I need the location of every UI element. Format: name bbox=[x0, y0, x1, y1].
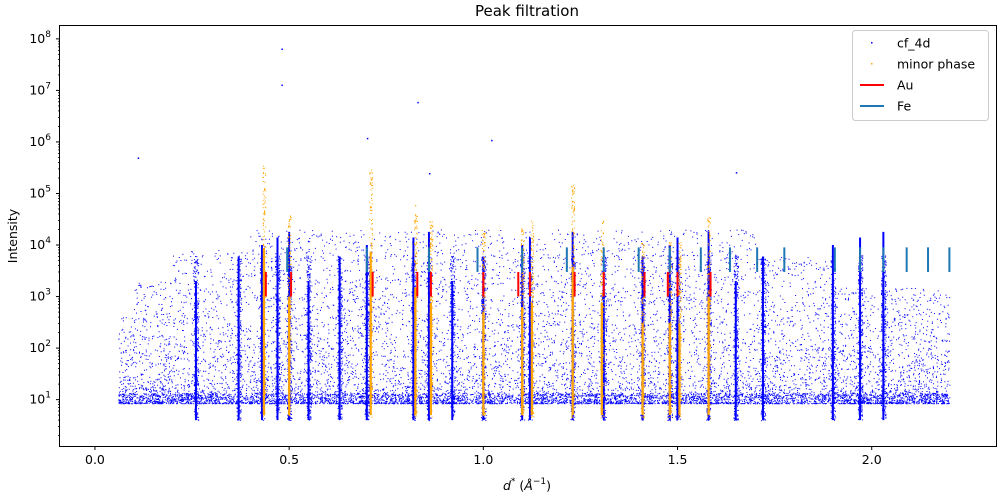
y-tick-label: 103 bbox=[29, 288, 51, 304]
cf-4d-outlier-point bbox=[491, 139, 493, 142]
legend-marker bbox=[871, 42, 873, 44]
legend-marker bbox=[871, 63, 873, 65]
y-tick-label: 101 bbox=[29, 391, 51, 407]
x-label-unit-close: ) bbox=[546, 478, 551, 493]
x-tick-label: 0.0 bbox=[85, 452, 105, 467]
cf-4d-outlier-point bbox=[137, 157, 140, 159]
x-label-unit-open: ( bbox=[515, 478, 524, 493]
cf-4d-outlier-point bbox=[417, 101, 419, 104]
legend-label: Fe bbox=[897, 99, 912, 114]
x-axis: 0.0 0.5 1.0 1.5 2.0 bbox=[85, 446, 882, 467]
y-tick-label: 106 bbox=[29, 133, 51, 149]
legend-label: Au bbox=[897, 78, 913, 93]
data-layer bbox=[118, 48, 951, 422]
x-tick-label: 1.5 bbox=[668, 452, 688, 467]
cf-4d-outlier-point bbox=[366, 137, 369, 140]
axes-frame bbox=[59, 25, 997, 447]
plot-area: 0.0 0.5 1.0 1.5 2.0 101 102 103 104 105 106 107 108 bbox=[29, 25, 997, 467]
y-tick-label: 105 bbox=[29, 184, 51, 200]
x-tick-label: 1.0 bbox=[473, 452, 493, 467]
y-tick-label: 104 bbox=[29, 236, 51, 252]
x-label-unit-base: Å bbox=[523, 478, 533, 493]
cf-4d-outlier-point bbox=[281, 48, 283, 51]
y-tick-label: 108 bbox=[29, 30, 51, 46]
legend-label: minor phase bbox=[897, 57, 975, 72]
chart-title: Peak filtration bbox=[475, 2, 579, 20]
legend-box bbox=[852, 30, 989, 121]
x-label-base: d bbox=[503, 478, 511, 493]
y-tick-label: 107 bbox=[29, 81, 51, 97]
x-tick-label: 2.0 bbox=[862, 452, 882, 467]
x-label-sup: * bbox=[511, 477, 516, 487]
x-tick-label: 0.5 bbox=[279, 452, 299, 467]
x-axis-label: d* (Å−1) bbox=[503, 477, 551, 493]
y-axis-label: Intensity bbox=[5, 208, 20, 263]
cf-4d-outlier-point bbox=[735, 172, 738, 174]
cf-4d-outlier-point bbox=[281, 84, 283, 87]
y-tick-label: 102 bbox=[29, 339, 51, 355]
legend-label: cf_4d bbox=[897, 36, 930, 51]
cf-4d-outlier-point bbox=[428, 172, 431, 175]
x-label-unit-sup: −1 bbox=[533, 477, 546, 487]
y-axis: 101 102 103 104 105 106 107 108 bbox=[29, 30, 60, 437]
